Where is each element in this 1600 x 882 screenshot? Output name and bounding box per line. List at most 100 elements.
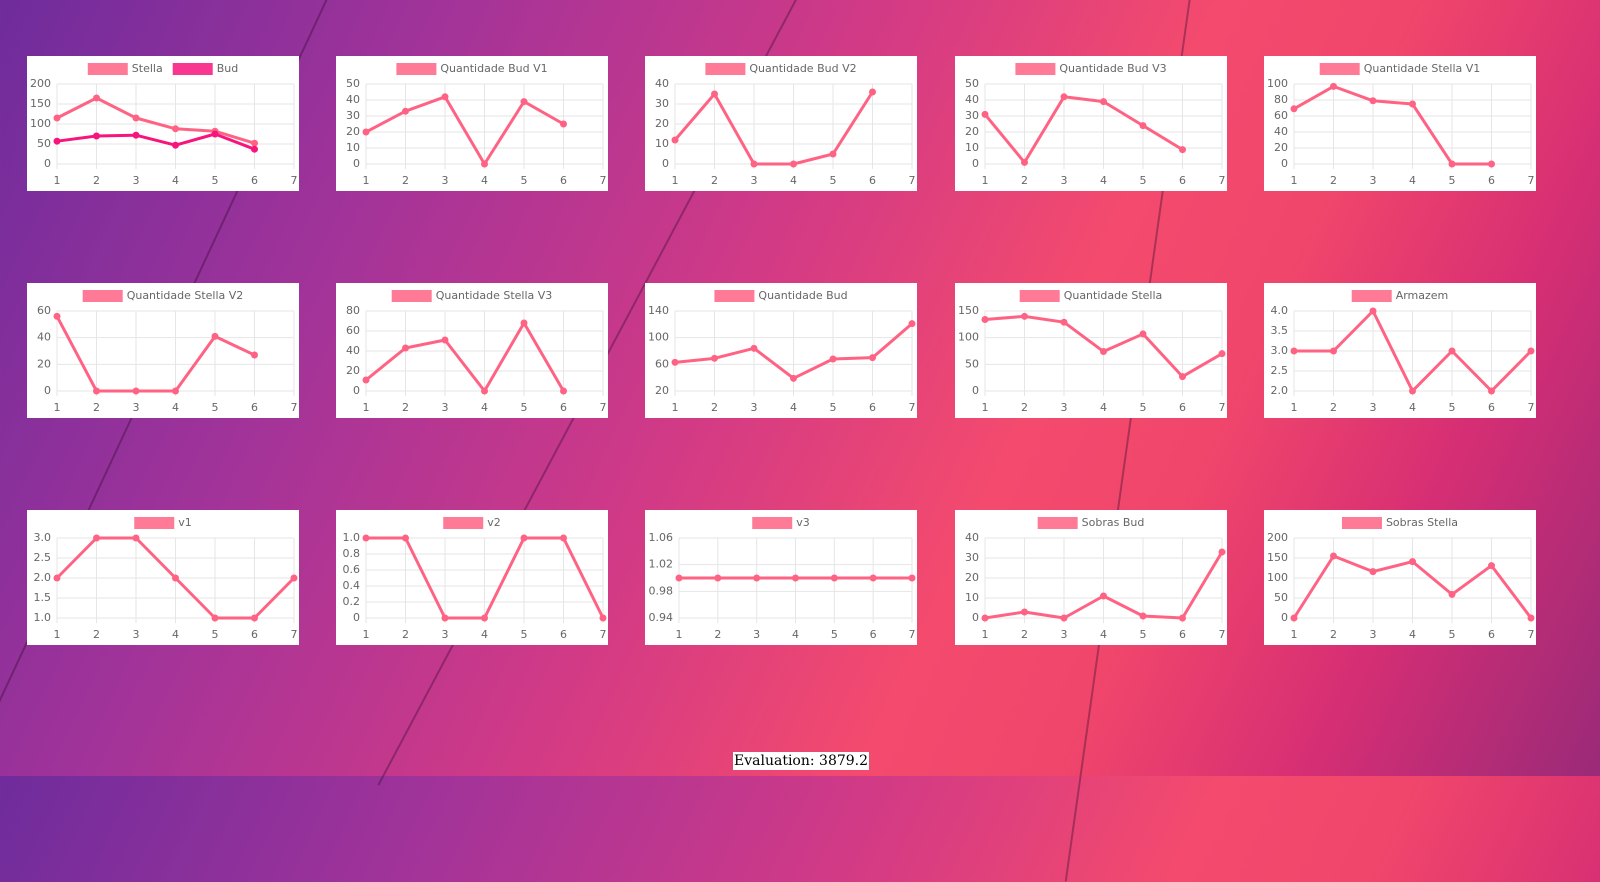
legend-swatch — [82, 290, 123, 302]
point — [714, 574, 722, 582]
x-tick-label: 4 — [1100, 401, 1107, 414]
legend-label: Sobras Bud — [1082, 516, 1145, 529]
chart-card: 0 20 40 60 80 100 1 2 3 4 5 6 7 Quantidade Stella V1 — [1264, 56, 1536, 191]
line — [365, 321, 565, 393]
x-tick-label: 1 — [54, 401, 61, 414]
y-tick-label: 100 — [30, 117, 51, 130]
point — [93, 534, 100, 542]
y-tick-label: 100 — [1267, 77, 1288, 90]
y-tick-label: 0 — [44, 384, 51, 397]
y-tick-label: 20 — [655, 117, 669, 130]
legend-label: Quantidade Bud — [758, 289, 847, 302]
point — [829, 150, 837, 158]
x-tick-label: 2 — [1021, 401, 1028, 414]
x-tick-label: 3 — [442, 628, 449, 641]
point — [1060, 318, 1068, 326]
point — [520, 98, 528, 106]
y-tick-label: 30 — [965, 109, 979, 122]
x-tick-label: 7 — [1528, 174, 1535, 187]
point — [1409, 100, 1416, 108]
point — [1100, 348, 1107, 356]
point — [981, 614, 989, 622]
x-tick-label: 6 — [560, 628, 567, 641]
x-tick-label: 3 — [1061, 628, 1068, 641]
y-tick-label: 40 — [37, 331, 51, 344]
point — [132, 534, 140, 542]
point — [53, 312, 61, 320]
point — [441, 336, 449, 344]
chart: 20 60 100 140 1 2 3 4 5 6 7 Quantidade Bud — [648, 289, 916, 414]
x-tick-label: 4 — [792, 628, 799, 641]
y-tick-label: 2.5 — [34, 551, 52, 564]
y-tick-label: 0 — [353, 384, 360, 397]
chart-card: 2.0 2.5 3.0 3.5 4.0 1 2 3 4 5 6 7 Armazem — [1264, 283, 1536, 418]
line — [55, 315, 256, 393]
x-tick-label: 7 — [909, 401, 916, 414]
chart: 0 0.2 0.4 0.6 0.8 1.0 1 2 3 4 5 6 7 v2 — [343, 516, 607, 641]
x-tick-label: 1 — [1291, 628, 1298, 641]
y-tick-label: 100 — [958, 331, 979, 344]
x-tick-label: 4 — [172, 628, 179, 641]
point — [981, 110, 989, 118]
x-tick-label: 2 — [1330, 401, 1337, 414]
point — [93, 94, 100, 102]
legend-swatch — [714, 290, 755, 302]
legend-swatch — [172, 63, 213, 75]
x-tick-label: 6 — [251, 174, 258, 187]
point — [172, 125, 179, 133]
legend-label: Quantidade Bud V1 — [440, 62, 547, 75]
point — [1448, 347, 1456, 355]
y-tick-label: 0.8 — [343, 547, 361, 560]
line — [56, 132, 256, 151]
legend-swatch — [396, 63, 437, 75]
legend-swatch — [134, 517, 175, 529]
point — [172, 574, 179, 582]
point — [869, 574, 877, 582]
point — [1179, 373, 1186, 381]
x-tick-label: 7 — [600, 174, 607, 187]
x-tick-label: 4 — [790, 401, 797, 414]
x-tick-label: 5 — [212, 174, 219, 187]
y-tick-label: 100 — [1267, 571, 1288, 584]
y-tick-label: 40 — [1274, 125, 1288, 138]
x-tick-label: 5 — [521, 628, 528, 641]
point — [908, 574, 916, 582]
x-tick-label: 2 — [711, 174, 718, 187]
y-tick-label: 20 — [346, 125, 360, 138]
legend-label: Bud — [217, 62, 239, 75]
legend-label: Quantidade Stella V2 — [127, 289, 244, 302]
x-tick-label: 5 — [212, 401, 219, 414]
point — [362, 376, 370, 384]
point — [1060, 614, 1068, 622]
point — [1409, 558, 1416, 566]
x-tick-label: 6 — [869, 401, 876, 414]
x-tick-label: 3 — [1061, 401, 1068, 414]
x-tick-label: 5 — [1140, 401, 1147, 414]
point — [792, 574, 799, 582]
x-tick-label: 6 — [1488, 174, 1495, 187]
x-tick-label: 2 — [1021, 628, 1028, 641]
y-tick-label: 1.02 — [649, 558, 674, 571]
point — [981, 316, 989, 324]
point — [53, 114, 61, 122]
point — [172, 387, 179, 395]
y-tick-label: 0.94 — [649, 611, 674, 624]
y-tick-label: 0.98 — [649, 584, 674, 597]
chart: 0 50 100 150 200 1 2 3 4 5 6 7 Sobras Stella — [1267, 516, 1535, 641]
y-tick-label: 100 — [648, 331, 669, 344]
x-tick-label: 5 — [1449, 628, 1456, 641]
x-tick-label: 6 — [251, 401, 258, 414]
point — [402, 534, 409, 542]
point — [790, 160, 797, 168]
point — [1139, 612, 1147, 620]
legend-swatch — [391, 290, 432, 302]
y-tick-label: 2.5 — [1271, 364, 1289, 377]
legend-swatch — [87, 63, 128, 75]
y-tick-label: 0 — [1281, 157, 1288, 170]
chart-card: 0 0.2 0.4 0.6 0.8 1.0 1 2 3 4 5 6 7 v2 — [336, 510, 608, 645]
point — [1218, 350, 1226, 358]
point — [675, 574, 683, 582]
y-tick-label: 140 — [648, 304, 669, 317]
x-tick-label: 4 — [790, 174, 797, 187]
x-tick-label: 3 — [1370, 628, 1377, 641]
